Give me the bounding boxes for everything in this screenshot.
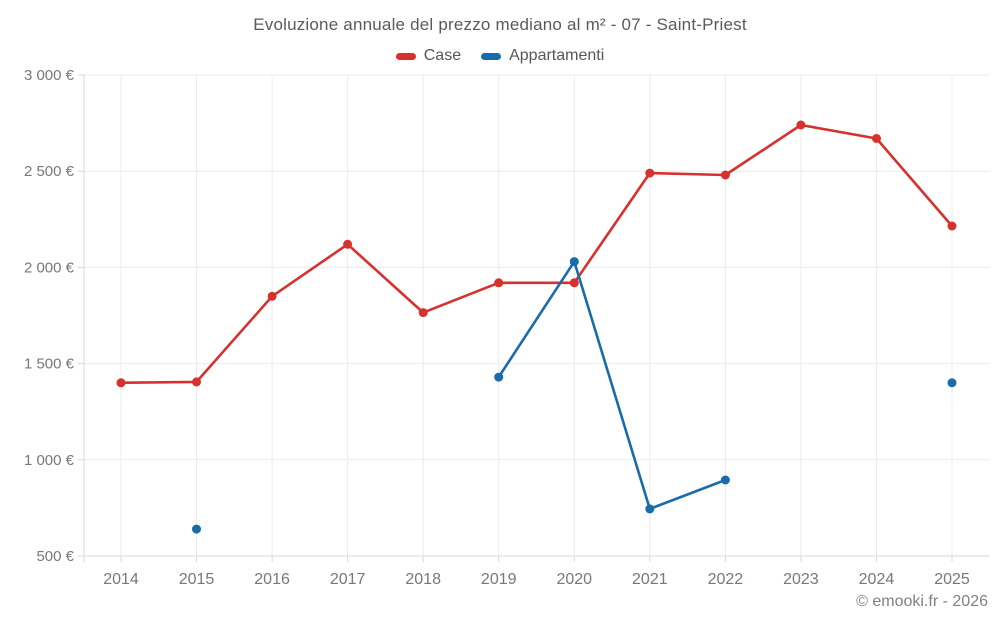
chart-title: Evoluzione annuale del prezzo mediano al… bbox=[253, 15, 747, 34]
svg-text:2014: 2014 bbox=[103, 571, 139, 588]
data-point-case-2023[interactable] bbox=[796, 120, 806, 130]
x-axis-labels: 2014 2015 2016 2017 2018 2019 2020 2021 2022 2023… bbox=[103, 571, 970, 588]
axis-ticks bbox=[78, 74, 953, 562]
chart-legend: Case Appartamenti bbox=[0, 47, 1000, 65]
legend-swatch-appartamenti-icon bbox=[481, 52, 502, 60]
data-point-case-2018[interactable] bbox=[418, 308, 428, 318]
svg-text:2025: 2025 bbox=[934, 571, 970, 588]
data-point-case-2015[interactable] bbox=[192, 377, 201, 387]
svg-text:2018: 2018 bbox=[405, 571, 441, 588]
data-point-appartamenti-2020[interactable] bbox=[569, 257, 579, 267]
svg-text:2016: 2016 bbox=[254, 571, 290, 588]
data-point-case-2016[interactable] bbox=[267, 291, 277, 301]
svg-text:2 500 €: 2 500 € bbox=[24, 163, 75, 180]
svg-text:1 000 €: 1 000 € bbox=[24, 452, 75, 469]
series-line-case bbox=[119, 123, 954, 385]
svg-text:2019: 2019 bbox=[481, 571, 517, 588]
svg-text:2017: 2017 bbox=[330, 571, 366, 588]
data-point-case-2020[interactable] bbox=[569, 278, 579, 288]
series-case bbox=[116, 120, 957, 388]
data-point-case-2024[interactable] bbox=[872, 134, 881, 143]
data-point-case-2025[interactable] bbox=[947, 221, 957, 231]
vertical-gridlines bbox=[120, 75, 953, 556]
data-point-appartamenti-2025[interactable] bbox=[947, 378, 957, 388]
data-point-case-2014[interactable] bbox=[116, 378, 126, 388]
data-point-case-2022[interactable] bbox=[720, 170, 730, 180]
series-appartamenti bbox=[192, 257, 957, 534]
svg-text:2 000 €: 2 000 € bbox=[24, 259, 75, 276]
svg-text:2020: 2020 bbox=[556, 571, 592, 588]
legend-label-appartamenti: Appartamenti bbox=[509, 47, 605, 64]
data-point-case-2017[interactable] bbox=[343, 239, 353, 249]
data-point-appartamenti-2015[interactable] bbox=[192, 524, 201, 534]
copyright-watermark: © emooki.fr - 2026 bbox=[856, 593, 988, 610]
legend-swatch-case-icon bbox=[395, 52, 416, 60]
horizontal-gridlines bbox=[84, 74, 990, 557]
data-point-case-2021[interactable] bbox=[645, 168, 655, 178]
svg-text:2023: 2023 bbox=[783, 571, 819, 588]
svg-text:2022: 2022 bbox=[708, 571, 744, 588]
legend-item-case[interactable]: Case bbox=[395, 47, 462, 65]
data-point-appartamenti-2019[interactable] bbox=[494, 372, 504, 382]
svg-text:2024: 2024 bbox=[859, 571, 895, 588]
data-point-appartamenti-2022[interactable] bbox=[720, 475, 730, 485]
legend-item-appartamenti[interactable]: Appartamenti bbox=[481, 47, 604, 65]
svg-text:3 000 €: 3 000 € bbox=[24, 67, 75, 84]
svg-text:500 €: 500 € bbox=[36, 548, 74, 565]
y-axis-labels: 500 € 1 000 € 1 500 € 2 000 € 2 500 € 3 000 € bbox=[24, 67, 75, 565]
axis-lines bbox=[83, 75, 990, 557]
svg-text:1 500 €: 1 500 € bbox=[24, 356, 75, 373]
legend-label-case: Case bbox=[423, 47, 462, 64]
svg-text:2021: 2021 bbox=[632, 571, 668, 588]
svg-text:2015: 2015 bbox=[179, 571, 215, 588]
data-point-case-2019[interactable] bbox=[494, 278, 504, 288]
data-point-appartamenti-2021[interactable] bbox=[645, 504, 655, 514]
